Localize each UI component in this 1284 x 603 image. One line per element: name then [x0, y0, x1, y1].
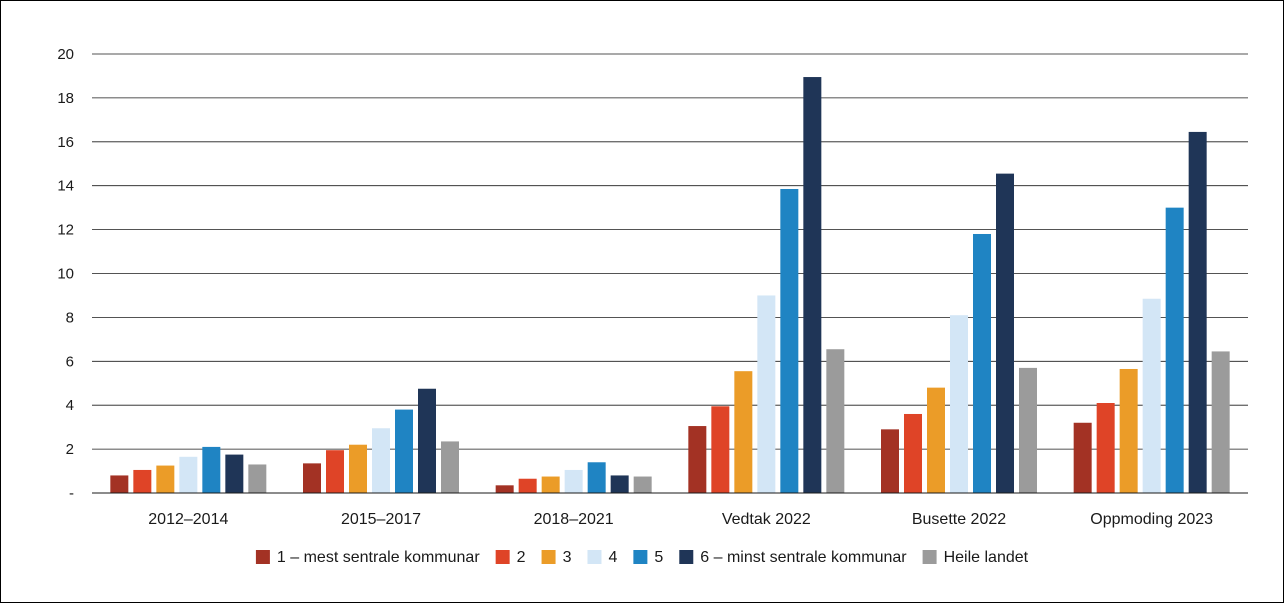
legend-label: 3 [563, 549, 572, 566]
bar [303, 463, 321, 493]
legend-swatch [922, 550, 937, 564]
legend-item: 2 [495, 549, 526, 566]
bar [904, 413, 922, 493]
legend-item: 1 – mest sentrale kommunar [255, 549, 480, 566]
bar [780, 188, 799, 493]
y-tick-label: 2 [66, 441, 74, 458]
bar [372, 428, 390, 493]
x-category-label: Busette 2022 [912, 511, 1006, 528]
bar [610, 475, 629, 493]
legend-item: Heile landet [922, 549, 1029, 566]
x-category-label: 2018–2021 [534, 511, 614, 528]
bar [110, 475, 129, 493]
bar [734, 371, 753, 493]
x-category-label: 2012–2014 [148, 511, 228, 528]
legend-label: Heile landet [944, 549, 1029, 566]
x-axis-category-labels: 2012–2014 2015–2017 2018–2021 Vedtak 2022 Bu… [148, 511, 1213, 528]
bar [441, 441, 459, 493]
bar [156, 465, 175, 493]
y-tick-label: 14 [57, 178, 74, 195]
bar [1188, 131, 1207, 494]
y-tick-label: 4 [66, 397, 74, 414]
y-tick-label: 10 [57, 266, 74, 283]
x-category-label: 2015–2017 [341, 511, 421, 528]
bar [803, 77, 822, 494]
bar [881, 429, 899, 493]
legend-swatch [495, 550, 510, 564]
x-category-label: Vedtak 2022 [722, 511, 811, 528]
legend-label: 6 – minst sentrale kommunar [700, 549, 907, 566]
legend-swatch [541, 550, 556, 564]
bar [248, 464, 267, 493]
bars [110, 77, 1230, 494]
bar [950, 315, 968, 493]
bar [757, 295, 776, 493]
bar [1211, 351, 1230, 493]
bar [179, 456, 198, 493]
legend-label: 5 [654, 549, 663, 566]
bar [826, 349, 845, 493]
bar [225, 454, 244, 493]
y-tick-label: 12 [57, 222, 74, 239]
y-tick-label: 16 [57, 134, 74, 151]
bar [973, 233, 991, 494]
bar [133, 469, 152, 493]
bar [1119, 368, 1138, 493]
legend-label: 4 [608, 549, 617, 566]
legend-swatch [255, 550, 270, 564]
bar [349, 444, 367, 493]
x-category-label: Oppmoding 2023 [1090, 511, 1213, 528]
bar [326, 450, 344, 493]
bar [711, 406, 730, 493]
legend-label: 1 – mest sentrale kommunar [277, 549, 480, 566]
bar [996, 173, 1014, 493]
bar [202, 446, 221, 493]
bar [1073, 422, 1092, 493]
bar [1165, 207, 1184, 493]
y-tick-label: 20 [57, 46, 74, 63]
bar [564, 469, 583, 493]
legend-item: 5 [633, 549, 663, 566]
bar [1142, 298, 1161, 493]
bar [633, 476, 652, 493]
bar [418, 388, 436, 493]
y-tick-label: 18 [57, 90, 74, 107]
y-tick-label: - [69, 485, 74, 502]
bar [1096, 403, 1115, 493]
gridlines [92, 53, 1248, 450]
y-tick-label: 6 [66, 353, 74, 370]
legend-item: 6 – minst sentrale kommunar [679, 549, 907, 566]
y-tick-label: 8 [66, 309, 74, 326]
bar [1019, 367, 1037, 493]
legend: 1 – mest sentrale kommunar 2 3 4 5 6 – minst … [255, 549, 1029, 566]
legend-swatch [679, 550, 694, 564]
bar [587, 462, 606, 493]
legend-label: 2 [517, 549, 526, 566]
legend-swatch [633, 550, 648, 564]
bar [495, 485, 514, 493]
bar [927, 387, 945, 493]
bar [688, 426, 707, 493]
bar [395, 409, 413, 493]
legend-item: 4 [587, 549, 617, 566]
y-axis-ticks: - 2 4 6 8 10 12 14 16 18 20 [57, 46, 74, 502]
legend-item: 3 [541, 549, 572, 566]
bar [518, 478, 537, 493]
bar [541, 476, 560, 493]
legend-swatch [587, 550, 602, 564]
